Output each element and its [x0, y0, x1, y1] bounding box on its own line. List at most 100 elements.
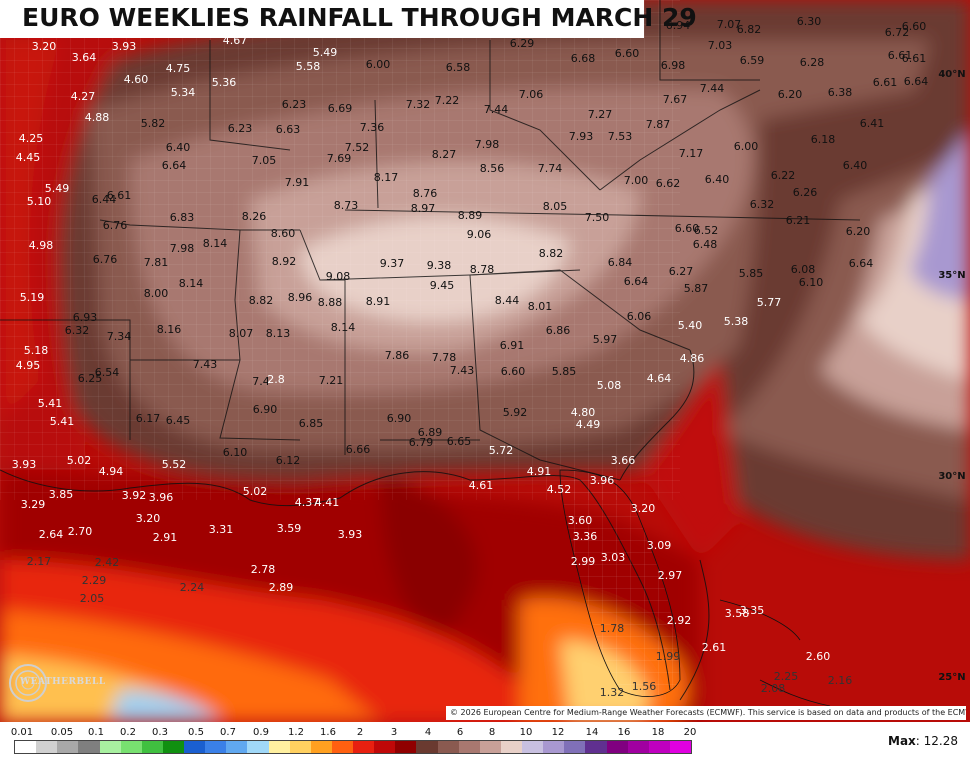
legend-swatch [184, 741, 206, 753]
legend-swatch [226, 741, 248, 753]
rainfall-value: 2.42 [95, 556, 120, 569]
rainfall-value: 7.87 [646, 118, 671, 131]
rainfall-value: 4.88 [85, 111, 110, 124]
rainfall-value: 6.29 [510, 37, 535, 50]
rainfall-value: 6.59 [740, 54, 765, 67]
logo-text: WEATHERBELL [20, 677, 106, 687]
rainfall-value: 6.76 [103, 219, 128, 232]
latitude-label: 40°N [938, 69, 965, 80]
rainfall-value: 6.60 [675, 222, 700, 235]
legend-label: 18 [651, 727, 665, 738]
rainfall-value: 6.40 [843, 159, 868, 172]
rainfall-value: 7.22 [435, 94, 460, 107]
fl-yellow [560, 640, 650, 722]
rainfall-value: 3.66 [611, 454, 636, 467]
rainfall-value: 6.65 [447, 435, 472, 448]
rainfall-value: 6.22 [771, 169, 796, 182]
max-value: : 12.28 [915, 734, 958, 748]
latitude-label: 30°N [938, 471, 965, 482]
legend-swatch [120, 741, 142, 753]
legend-label: 0.2 [120, 727, 136, 738]
rainfall-value: 6.40 [705, 173, 730, 186]
legend-swatch [395, 741, 417, 753]
rainfall-value: 4.52 [547, 483, 572, 496]
county-texture [0, 0, 680, 500]
rainfall-value: 8.88 [318, 296, 343, 309]
rainfall-value: 4.75 [166, 62, 191, 75]
legend-label: 12 [551, 727, 565, 738]
legend-label: 20 [683, 727, 697, 738]
rainfall-value: 7.03 [708, 39, 733, 52]
rainfall-value: 3.20 [136, 512, 161, 525]
latitude-labels: 40°N 35°N 30°N 25°N [938, 69, 965, 683]
rainfall-value: 8.13 [266, 327, 291, 340]
rainfall-value: 5.85 [739, 267, 764, 280]
rainfall-value: 6.91 [500, 339, 525, 352]
legend-swatch [99, 741, 121, 753]
rainfall-value: 8.82 [249, 294, 274, 307]
rainfall-value: 4.61 [469, 479, 494, 492]
east-red-se [640, 360, 740, 560]
rainfall-value: 9.37 [380, 257, 405, 270]
rainfall-value: 6.08 [791, 263, 816, 276]
legend-swatch [36, 741, 58, 753]
rainfall-value: 5.34 [171, 86, 196, 99]
legend-swatch [353, 741, 375, 753]
rainfall-value: 6.84 [608, 256, 633, 269]
rainfall-value: 2.61 [702, 641, 727, 654]
rainfall-value: 3.31 [209, 523, 234, 536]
legend-swatch [479, 741, 501, 753]
state-borders [0, 0, 861, 481]
legend-swatch [331, 741, 353, 753]
rainfall-value: 8.14 [331, 321, 356, 334]
rainfall-value: 6.21 [786, 214, 811, 227]
rainfall-map: 3.20 3.93 4.673.644.755.495.58 6.00 6.586.29… [0, 0, 970, 722]
rainfall-value: 7.91 [285, 176, 310, 189]
legend-swatch [606, 741, 628, 753]
rainfall-value: 7.00 [624, 174, 649, 187]
rainfall-value: 1.32 [600, 686, 625, 699]
rainfall-value: 7.81 [144, 256, 169, 269]
rainfall-value: 3.93 [112, 40, 137, 53]
latitude-label: 25°N [938, 672, 965, 683]
rainfall-value: 5.58 [296, 60, 321, 73]
rainfall-value: 2.70 [68, 525, 93, 538]
legend-swatch [289, 741, 311, 753]
legend-swatch [627, 741, 649, 753]
legend-label: 0.9 [253, 727, 269, 738]
rainfall-value: 1.56 [632, 680, 657, 693]
legend-swatch [437, 741, 459, 753]
rainfall-value: 2.08 [761, 682, 786, 695]
rainfall-value: 9.06 [467, 228, 492, 241]
rainfall-value: 8.78 [470, 263, 495, 276]
rainfall-value: 6.98 [661, 59, 686, 72]
legend-label: 1.6 [320, 727, 336, 738]
rainfall-value: 3.92 [122, 489, 147, 502]
rainfall-value: 6.62 [656, 177, 681, 190]
rainfall-value: 6.32 [65, 324, 90, 337]
rainfall-value: 6.86 [546, 324, 571, 337]
rainfall-value: 5.02 [243, 485, 268, 498]
rainfall-value: 5.18 [24, 344, 49, 357]
rainfall-value: 8.14 [203, 237, 228, 250]
rainfall-value: 6.32 [750, 198, 775, 211]
rainfall-value: 2.05 [80, 592, 105, 605]
legend-label: 14 [585, 727, 599, 738]
rainfall-value: 6.12 [276, 454, 301, 467]
rainfall-value: 8.17 [374, 171, 399, 184]
rainfall-value: 6.60 [615, 47, 640, 60]
rainfall-value: 8.56 [480, 162, 505, 175]
rainfall-value: 7.07 [717, 18, 742, 31]
rainfall-value: 6.60 [902, 20, 927, 33]
rainfall-value: 5.49 [45, 182, 70, 195]
copyright-notice: © 2026 European Centre for Medium-Range … [446, 706, 966, 720]
rainfall-value: 5.41 [50, 415, 75, 428]
rainfall-value: 6.44 [92, 193, 117, 206]
rainfall-value: 6.72 [885, 26, 910, 39]
rainfall-value: 6.18 [811, 133, 836, 146]
rainfall-value: 4.60 [124, 73, 149, 86]
rainfall-value: 4.80 [571, 406, 596, 419]
rainfall-value: 2.91 [153, 531, 178, 544]
legend-swatch [57, 741, 79, 753]
rainfall-value: 7.69 [327, 152, 352, 165]
